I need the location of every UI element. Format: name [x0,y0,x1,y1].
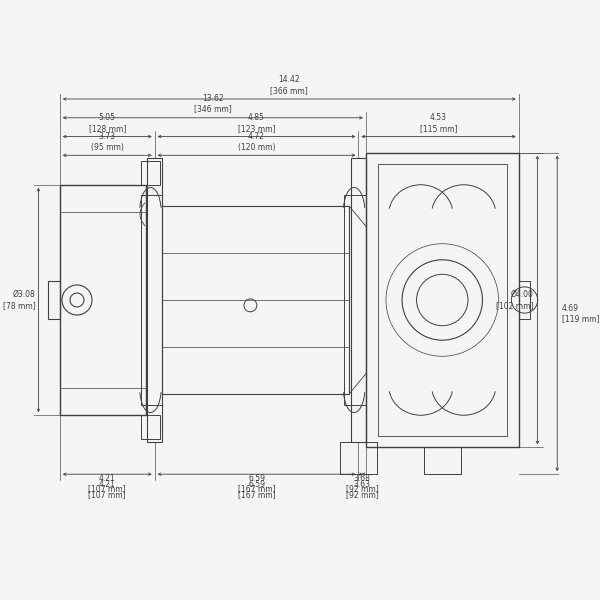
Bar [366,152,518,448]
Bar [344,196,366,404]
Bar [48,281,60,319]
Bar [424,448,461,474]
Bar [377,164,507,436]
Bar [141,415,160,439]
Text: 4.53
[115 mm]: 4.53 [115 mm] [420,113,457,133]
Text: Ø3.08
[78 mm]: Ø3.08 [78 mm] [3,290,36,310]
Bar [147,158,162,442]
Bar [162,206,349,394]
Bar [340,442,377,474]
Text: 4.21
[107 mm]: 4.21 [107 mm] [88,479,126,499]
Text: Ø4.00
[102 mm]: Ø4.00 [102 mm] [496,290,533,310]
Text: 6.59
[167 mm]: 6.59 [167 mm] [238,479,275,499]
Text: 4.72
(120 mm): 4.72 (120 mm) [238,132,275,152]
Text: 13.62
[346 mm]: 13.62 [346 mm] [194,94,232,113]
Bar [518,281,530,319]
Text: 4.69
[119 mm]: 4.69 [119 mm] [562,304,599,323]
Text: 3.63
[92 mm]: 3.63 [92 mm] [346,479,379,499]
Text: 3.63
[92 mm]: 3.63 [92 mm] [346,473,379,493]
Bar [141,161,160,185]
Text: 6.59
[167 mm]: 6.59 [167 mm] [238,473,275,493]
Text: 4.85
[123 mm]: 4.85 [123 mm] [238,113,275,133]
Text: 14.42
[366 mm]: 14.42 [366 mm] [271,76,308,95]
Bar [60,185,146,415]
Bar [141,196,162,404]
Text: 4.21
[107 mm]: 4.21 [107 mm] [88,473,126,493]
Text: 5.05
[128 mm]: 5.05 [128 mm] [89,113,126,133]
Bar [351,158,366,442]
Text: 3.73
(95 mm): 3.73 (95 mm) [91,132,124,152]
